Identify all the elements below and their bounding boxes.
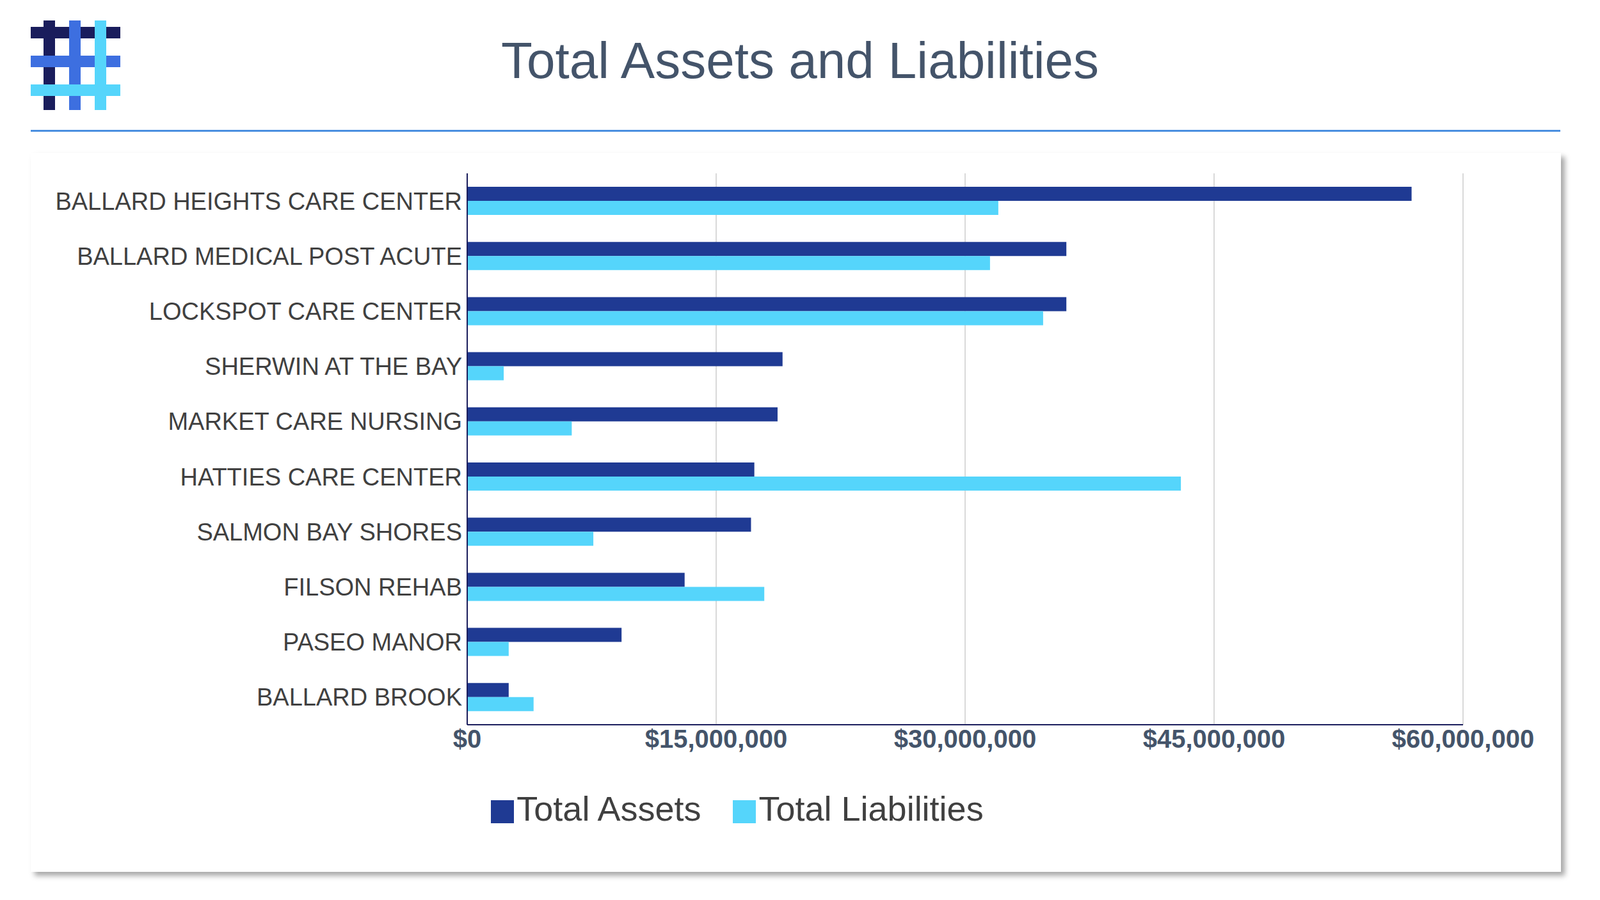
svg-text:$45,000,000: $45,000,000 xyxy=(1143,725,1286,754)
svg-text:SHERWIN AT THE BAY: SHERWIN AT THE BAY xyxy=(204,353,463,381)
svg-text:BALLARD MEDICAL POST ACUTE: BALLARD MEDICAL POST ACUTE xyxy=(76,243,463,271)
svg-text:$60,000,000: $60,000,000 xyxy=(1392,725,1535,754)
html-text:Total Assets: Total Assets xyxy=(516,789,702,829)
svg-text:BALLARD HEIGHTS CARE CENTER: BALLARD HEIGHTS CARE CENTER xyxy=(55,188,463,216)
svg-text:FILSON REHAB: FILSON REHAB xyxy=(283,574,463,601)
svg-text:SALMON BAY SHORES: SALMON BAY SHORES xyxy=(196,519,463,546)
svg-text:HATTIES CARE CENTER: HATTIES CARE CENTER xyxy=(179,464,463,491)
svg-text:BALLARD BROOK: BALLARD BROOK xyxy=(256,684,463,712)
svg-text:$15,000,000: $15,000,000 xyxy=(645,725,788,754)
svg-text:$0: $0 xyxy=(453,725,482,754)
svg-text:LOCKSPOT CARE CENTER: LOCKSPOT CARE CENTER xyxy=(149,298,463,326)
html-text:Total Assets and Liabilities: Total Assets and Liabilities xyxy=(501,32,1099,89)
svg-text:$30,000,000: $30,000,000 xyxy=(894,725,1037,754)
svg-text:PASEO MANOR: PASEO MANOR xyxy=(282,629,463,656)
html-text:Total Liabilities: Total Liabilities xyxy=(758,789,984,829)
svg-text:MARKET CARE NURSING: MARKET CARE NURSING xyxy=(167,408,463,436)
